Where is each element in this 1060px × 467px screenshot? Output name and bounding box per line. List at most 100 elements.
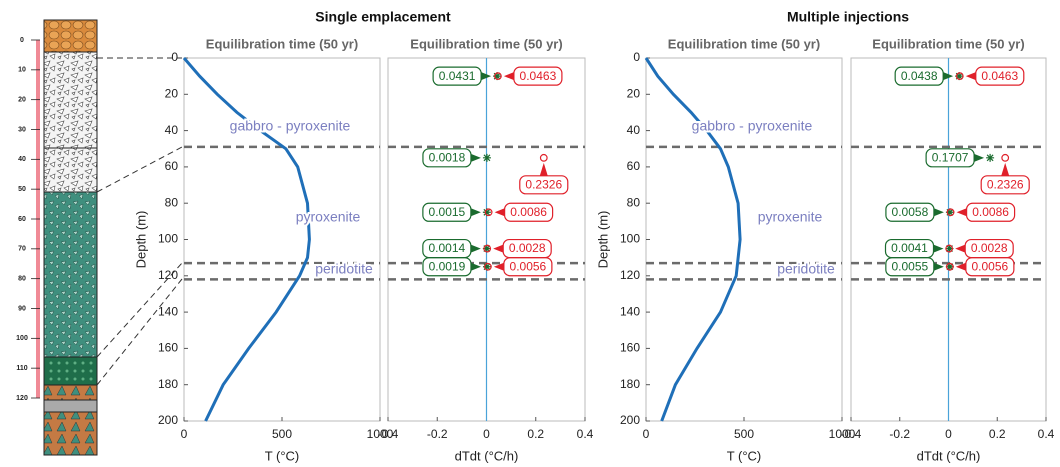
region-label: pyroxenite — [296, 209, 361, 225]
callout: 0.0463 — [503, 66, 563, 86]
circle-marker — [1001, 153, 1010, 162]
y-axis-label: Depth (m) — [595, 211, 610, 269]
callout-box — [894, 66, 944, 86]
x-tick-label: 0.2 — [989, 427, 1006, 441]
callout: 0.0463 — [965, 66, 1025, 86]
callout-pointer — [470, 153, 481, 162]
star-marker — [482, 153, 491, 162]
y-tick-label: 40 — [165, 123, 179, 137]
callout: 0.0431 — [432, 66, 492, 86]
star-marker — [482, 244, 491, 253]
callout: 0.0014 — [422, 238, 481, 259]
callout-label: 0.0055 — [891, 259, 928, 273]
callout-pointer — [539, 162, 548, 176]
callout: 0.0028 — [493, 238, 552, 259]
x-tick-label: 1000 — [829, 427, 856, 441]
star-marker — [945, 208, 954, 217]
callout: 0.0058 — [885, 202, 944, 222]
callout-pointer — [955, 262, 966, 271]
callout: 0.0056 — [955, 257, 1015, 277]
circle-marker — [955, 72, 964, 81]
x-tick-label: 0.4 — [1038, 427, 1055, 441]
x-tick-label: 0.4 — [577, 427, 594, 441]
callout-pointer — [974, 153, 985, 162]
circle-marker — [494, 72, 502, 81]
callout-pointer — [943, 72, 954, 81]
y-tick-label: 60 — [165, 159, 179, 173]
y-tick-label: 20 — [18, 97, 26, 104]
y-tick-label: 0 — [20, 37, 24, 44]
x-tick-label: 500 — [734, 427, 754, 441]
callout-label: 0.0018 — [429, 150, 466, 164]
x-tick-label: 500 — [272, 427, 292, 441]
x-axis-label: dTdt (°C/h) — [917, 448, 981, 463]
plot-frame — [183, 57, 381, 422]
callout-pointer — [965, 72, 976, 81]
strat-column — [36, 19, 98, 456]
callout: 0.1707 — [925, 148, 985, 168]
callout-pointer — [493, 262, 504, 271]
circle-marker — [946, 208, 955, 217]
x-tick-label: -0.4 — [841, 427, 862, 441]
x-tick-label: 0 — [643, 427, 650, 441]
callout-label: 0.0028 — [509, 241, 546, 255]
y-tick-label: 140 — [158, 304, 178, 318]
callout-box — [503, 257, 553, 277]
y-tick-label: 20 — [627, 86, 641, 100]
y-tick-label: 10 — [18, 67, 26, 74]
callout-pointer — [933, 262, 944, 271]
star-marker — [493, 72, 502, 81]
x-tick-label: 0 — [483, 427, 490, 441]
y-tick-label: 50 — [18, 186, 26, 193]
callout-label: 0.0431 — [439, 69, 476, 83]
y-tick-label: 160 — [620, 341, 640, 355]
callout: 0.0041 — [884, 238, 944, 259]
y-tick-label: 100 — [158, 232, 178, 246]
callout-pointer — [470, 244, 481, 253]
temperature-curve — [182, 57, 311, 422]
callout: 0.2326 — [980, 162, 1030, 195]
circle-marker — [945, 262, 954, 271]
callout-label: 0.2326 — [525, 177, 562, 191]
star-marker — [986, 153, 995, 162]
callout-box — [432, 66, 482, 86]
callout-pointer — [955, 244, 966, 253]
region-label: gabbro - pyroxenite — [230, 118, 351, 134]
callout-label: 0.0058 — [892, 205, 929, 219]
callout-label: 0.0086 — [510, 205, 547, 219]
circle-marker — [483, 244, 492, 253]
callout-box — [980, 175, 1030, 195]
x-axis-label: dTdt (°C/h) — [455, 448, 519, 463]
callout-pointer — [493, 244, 504, 253]
circle-marker — [945, 244, 954, 253]
callout-label: 0.0056 — [510, 259, 547, 273]
y-tick-label: 40 — [627, 123, 641, 137]
callout-box — [504, 202, 554, 222]
region-label: pyroxenite — [758, 209, 823, 225]
callout-box — [422, 202, 472, 222]
y-tick-label: 0 — [633, 50, 640, 64]
x-axis-label: T (°C) — [727, 448, 762, 463]
callout-box — [885, 202, 935, 222]
callout-pointer — [503, 72, 514, 81]
y-tick-label: 120 — [158, 268, 178, 282]
x-tick-label: 0 — [945, 427, 952, 441]
callout-label: 0.0463 — [520, 69, 557, 83]
callout: 0.0019 — [422, 257, 481, 277]
callout-box — [513, 66, 563, 86]
callout-box — [885, 257, 935, 277]
circle-marker — [483, 262, 492, 271]
callout: 0.0028 — [955, 238, 1014, 259]
y-tick-label: 20 — [165, 86, 179, 100]
callout-pointer — [470, 208, 481, 217]
region-label: peridotite — [777, 261, 835, 277]
y-tick-label: 0 — [171, 50, 178, 64]
callout-box — [422, 148, 472, 168]
callout: 0.2326 — [519, 162, 569, 195]
y-tick-label: 40 — [18, 156, 26, 163]
callout-pointer — [1001, 162, 1010, 176]
callout-pointer — [470, 262, 481, 271]
y-tick-label: 120 — [16, 395, 28, 402]
x-tick-label: -0.4 — [378, 427, 399, 441]
y-tick-label: 60 — [18, 216, 26, 223]
